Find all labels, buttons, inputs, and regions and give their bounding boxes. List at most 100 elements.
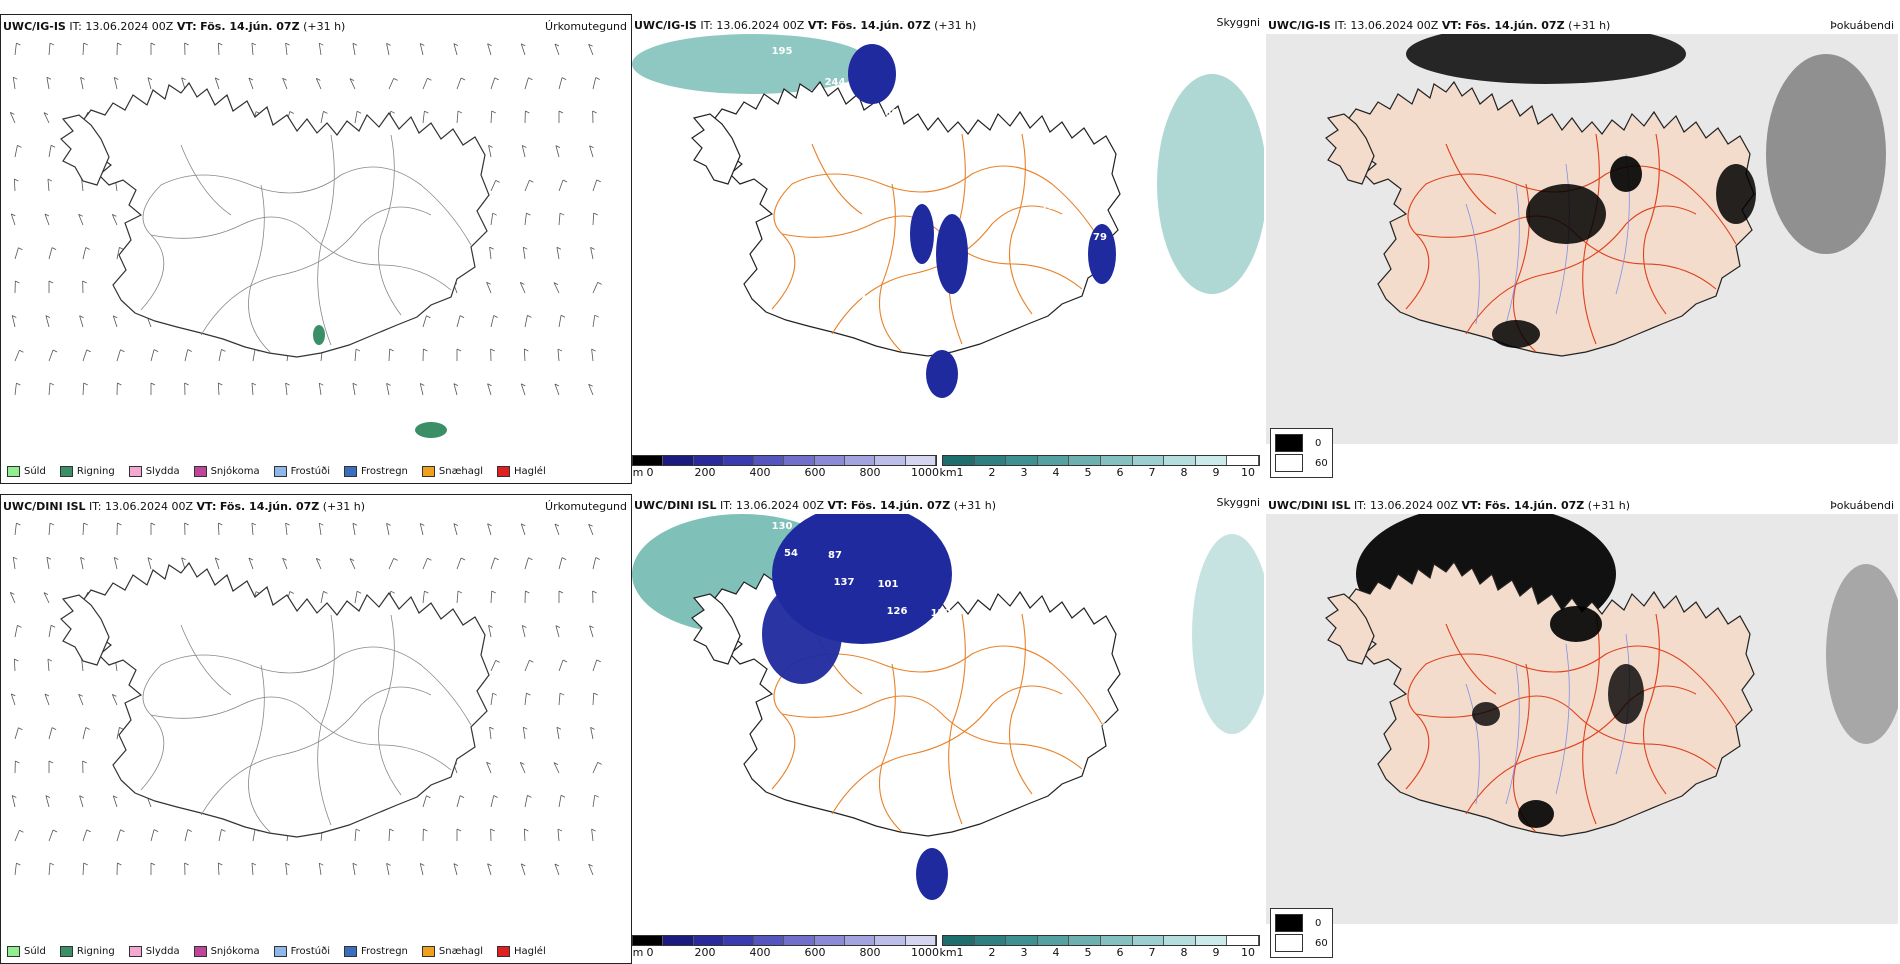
ceiling-value-label: 93 [987, 170, 1001, 181]
legend-swatch [422, 946, 435, 957]
product-title: Úrkomutegund [545, 500, 627, 513]
legend-label: Frostregn [361, 946, 408, 957]
colorbar-segment [784, 936, 814, 945]
colorbar-segment [1101, 936, 1133, 945]
precip-legend-item: Frostregn [344, 466, 408, 477]
colorbar-segment [694, 936, 724, 945]
colorbar-segment [1227, 456, 1259, 465]
legend-swatch [60, 946, 73, 957]
legend-label: 0 [1315, 438, 1321, 449]
precip-type-panel-bottom: UWC/DINI ISL IT: 13.06.2024 00Z VT: Fös.… [0, 494, 632, 964]
colorbar-tick: 1000 [911, 466, 939, 479]
colorbar-segment [724, 936, 754, 945]
colorbar-tick: 400 [750, 946, 771, 959]
colorbar-tick: 10 [1241, 946, 1255, 959]
colorbar-segment [754, 456, 784, 465]
colorbar-segment [663, 456, 693, 465]
ceiling-value-label: 101 [878, 579, 899, 590]
colorbar-tick: 400 [750, 466, 771, 479]
colorbar-scale [942, 455, 1260, 466]
legend-label: Haglél [514, 466, 546, 477]
precip-legend-item: Snæhagl [422, 946, 483, 957]
colorbar-tick: 5 [1085, 466, 1092, 479]
precip-legend-item: Rigning [60, 466, 115, 477]
precip-legend-item: Frostúði [274, 466, 330, 477]
ceiling-value-label: 87 [912, 782, 926, 793]
colorbar-segment [1101, 456, 1133, 465]
ceiling-value-label: 88 [1049, 693, 1063, 704]
colorbar-tick: 6 [1117, 466, 1124, 479]
legend-label: Snæhagl [439, 946, 483, 957]
colorbar-scale [942, 935, 1260, 946]
legend-swatch [344, 946, 357, 957]
colorbar-scale [632, 935, 937, 946]
product-title: Úrkomutegund [545, 20, 627, 33]
panel-header: UWC/IG-IS IT: 13.06.2024 00Z VT: Fös. 14… [634, 19, 976, 32]
colorbar-tick: 800 [860, 466, 881, 479]
colorbar-segment [1006, 456, 1038, 465]
panel-header: UWC/DINI ISL IT: 13.06.2024 00Z VT: Fös.… [3, 500, 365, 513]
colorbar-unit: km [939, 946, 956, 959]
visibility-panel-top: UWC/IG-IS IT: 13.06.2024 00Z VT: Fös. 14… [632, 14, 1264, 484]
ceiling-value-label: 82 [837, 150, 851, 161]
precip-legend-item: Snæhagl [422, 466, 483, 477]
legend-label: 60 [1315, 458, 1328, 469]
legend-label: Rigning [77, 466, 115, 477]
product-title: Þokuábendi [1830, 499, 1894, 512]
colorbar-segment [975, 456, 1007, 465]
colorbar-segment [943, 456, 975, 465]
legend-label: Snjókoma [211, 466, 260, 477]
colorbar-tick: 1 [957, 466, 964, 479]
product-title: Skyggni [1217, 16, 1260, 29]
ceiling-value-label: 104 [984, 637, 1005, 648]
legend-swatch [344, 466, 357, 477]
colorbar-segment [1133, 936, 1165, 945]
iceland-landmass [61, 563, 489, 837]
colorbar-segment [875, 456, 905, 465]
precip-legend-item: Rigning [60, 946, 115, 957]
legend-label: Frostregn [361, 466, 408, 477]
precip-legend-item: Súld [7, 466, 46, 477]
precip-type-panel-top: UWC/IG-IS IT: 13.06.2024 00Z VT: Fös. 14… [0, 14, 632, 484]
colorbar-tick: 10 [1241, 466, 1255, 479]
colorbar-segment [633, 456, 663, 465]
fog-legend: 0 60 [1270, 428, 1333, 478]
colorbar-tick: 200 [695, 466, 716, 479]
colorbar-segment [754, 936, 784, 945]
precip-legend-item: Haglél [497, 466, 546, 477]
precip-legend-item: Haglél [497, 946, 546, 957]
legend-swatch [497, 946, 510, 957]
legend-label: Snjókoma [211, 946, 260, 957]
fog-map [1266, 514, 1898, 924]
ceiling-value-label: 81 [1018, 840, 1032, 851]
precip-legend-item: Frostregn [344, 946, 408, 957]
panel-header: UWC/DINI ISL IT: 13.06.2024 00Z VT: Fös.… [634, 499, 996, 512]
ceiling-value-label: 59 [784, 119, 798, 130]
ceiling-value-label: 107 [993, 664, 1014, 675]
precip-legend-item: Snjókoma [194, 466, 260, 477]
legend-swatch [129, 946, 142, 957]
legend-label: Frostúði [291, 946, 330, 957]
colorbar-segment [1164, 936, 1196, 945]
legend-swatch [1275, 934, 1303, 952]
colorbar-tick: 200 [695, 946, 716, 959]
legend-swatch [194, 466, 207, 477]
colorbar-tick: 4 [1053, 466, 1060, 479]
colorbar-segment [845, 456, 875, 465]
legend-label: 60 [1315, 938, 1328, 949]
ceiling-value-label: 160 [878, 108, 899, 119]
colorbar-segment [815, 456, 845, 465]
colorbar-segment [1196, 936, 1228, 945]
ceiling-value-label: 58 [965, 356, 979, 367]
colorbar-tick: 800 [860, 946, 881, 959]
colorbar-segment [815, 936, 845, 945]
ceiling-value-label: 96 [859, 753, 873, 764]
ceiling-value-label: 244 [825, 77, 846, 88]
legend-label: Slydda [146, 466, 180, 477]
fog-map [1266, 34, 1898, 444]
fog-legend-row: 0 [1275, 434, 1328, 452]
